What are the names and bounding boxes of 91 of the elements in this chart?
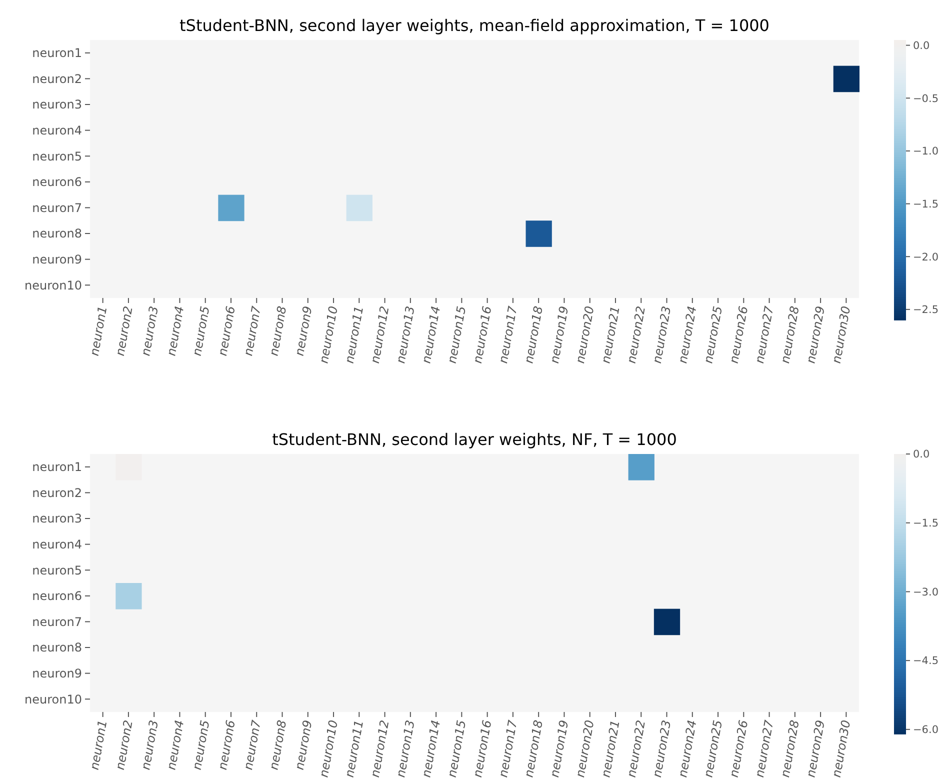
x-tick-label: neuron20 [572, 718, 597, 778]
x-tick-label: neuron21 [598, 719, 622, 778]
x-tick-label: neuron24 [676, 719, 700, 778]
x-tick-label: neuron24 [676, 305, 700, 364]
y-tick-label: neuron5 [32, 563, 82, 578]
chart-title: tStudent-BNN, second layer weights, NF, T = 1000 [272, 430, 677, 449]
chart-title: tStudent-BNN, second layer weights, mean-field approximation, T = 1000 [180, 16, 770, 35]
x-tick-label: neuron25 [701, 719, 725, 778]
color-bar-label: −4.5 [913, 655, 938, 668]
x-tick-label: neuron28 [778, 718, 802, 778]
x-tick-label: neuron9 [292, 719, 315, 771]
x-tick-label: neuron16 [470, 718, 494, 778]
y-tick-label: neuron3 [32, 98, 82, 112]
y-tick-label: neuron2 [32, 486, 82, 500]
y-tick-label: neuron7 [32, 200, 82, 215]
x-tick-label: neuron11 [342, 719, 366, 778]
x-tick-label: neuron10 [316, 718, 341, 778]
y-tick-label: neuron6 [32, 589, 82, 604]
x-tick-label: neuron4 [164, 719, 187, 771]
color-bar-label: 0.0 [913, 448, 930, 461]
x-tick-label: neuron30 [829, 718, 854, 778]
y-tick-label: neuron8 [32, 640, 82, 655]
color-bar-label: −3.0 [913, 586, 938, 598]
x-tick-label: neuron3 [138, 305, 162, 357]
x-tick-label: neuron23 [650, 719, 674, 778]
x-tick-label: neuron26 [726, 718, 751, 778]
x-tick-label: neuron6 [215, 718, 238, 771]
x-tick-label: neuron25 [701, 305, 725, 364]
x-tick-label: neuron19 [547, 305, 572, 364]
y-tick-label: neuron3 [32, 512, 82, 526]
x-tick-label: neuron5 [190, 305, 212, 357]
x-tick-label: neuron8 [266, 304, 290, 357]
x-tick-label: neuron21 [598, 305, 622, 364]
x-tick-label: neuron23 [650, 305, 674, 364]
x-tick-label: neuron15 [444, 305, 469, 364]
color-bar-label: −1.5 [913, 198, 938, 210]
x-tick-label: neuron4 [164, 305, 187, 357]
x-tick-label: neuron3 [138, 719, 162, 771]
color-bar-label: −2.0 [913, 251, 938, 264]
x-tick-label: neuron22 [624, 305, 648, 364]
x-tick-label: neuron2 [112, 719, 136, 771]
x-tick-label: neuron18 [522, 304, 546, 364]
y-tick-label: neuron10 [24, 278, 82, 292]
color-bar-label: −0.5 [913, 92, 938, 105]
x-tick-label: neuron8 [266, 718, 290, 771]
x-tick-label: neuron26 [726, 304, 751, 364]
x-tick-label: neuron18 [522, 718, 546, 778]
x-tick-label: neuron10 [316, 304, 341, 364]
x-tick-label: neuron22 [624, 719, 648, 778]
x-tick-label: neuron19 [547, 719, 572, 778]
x-tick-label: neuron14 [419, 305, 444, 364]
x-tick-label: neuron9 [292, 305, 315, 357]
y-tick-label: neuron4 [32, 124, 82, 138]
y-tick-label: neuron8 [32, 226, 82, 241]
y-tick-label: neuron6 [32, 175, 82, 190]
y-tick-label: neuron9 [32, 252, 82, 266]
x-tick-label: neuron27 [752, 304, 776, 364]
y-tick-label: neuron7 [32, 614, 82, 629]
y-tick-label: neuron10 [24, 692, 82, 706]
x-tick-label: neuron30 [829, 304, 854, 364]
x-tick-label: neuron27 [752, 718, 776, 778]
x-tick-label: neuron16 [470, 304, 494, 364]
x-tick-label: neuron5 [190, 719, 212, 771]
x-tick-label: neuron20 [572, 304, 597, 364]
color-bar-label: −6.0 [913, 724, 938, 736]
x-tick-label: neuron12 [368, 305, 392, 364]
color-bar-label: −2.5 [913, 304, 938, 316]
x-tick-label: neuron29 [804, 305, 828, 364]
x-tick-label: neuron12 [368, 719, 392, 778]
x-tick-label: neuron29 [804, 719, 828, 778]
x-tick-label: neuron13 [394, 305, 418, 364]
color-bar-label: −1.0 [913, 146, 938, 158]
x-tick-label: neuron17 [496, 718, 520, 778]
color-bar-label: −1.5 [913, 518, 938, 530]
y-tick-label: neuron5 [32, 149, 82, 164]
y-tick-label: neuron1 [32, 460, 82, 474]
y-tick-label: neuron2 [32, 72, 82, 86]
x-tick-label: neuron14 [419, 719, 444, 778]
x-tick-label: neuron11 [342, 305, 366, 364]
y-tick-label: neuron1 [32, 46, 82, 60]
x-tick-label: neuron28 [778, 304, 802, 364]
x-tick-label: neuron15 [444, 719, 469, 778]
x-tick-label: neuron13 [394, 719, 418, 778]
x-tick-label: neuron17 [496, 304, 520, 364]
x-tick-label: neuron6 [215, 304, 238, 357]
x-tick-label: neuron7 [241, 718, 264, 771]
y-tick-label: neuron9 [32, 666, 82, 680]
y-tick-label: neuron4 [32, 538, 82, 552]
color-bar-label: 0.0 [913, 40, 930, 52]
x-tick-label: neuron7 [241, 304, 264, 357]
x-tick-label: neuron2 [112, 305, 136, 357]
